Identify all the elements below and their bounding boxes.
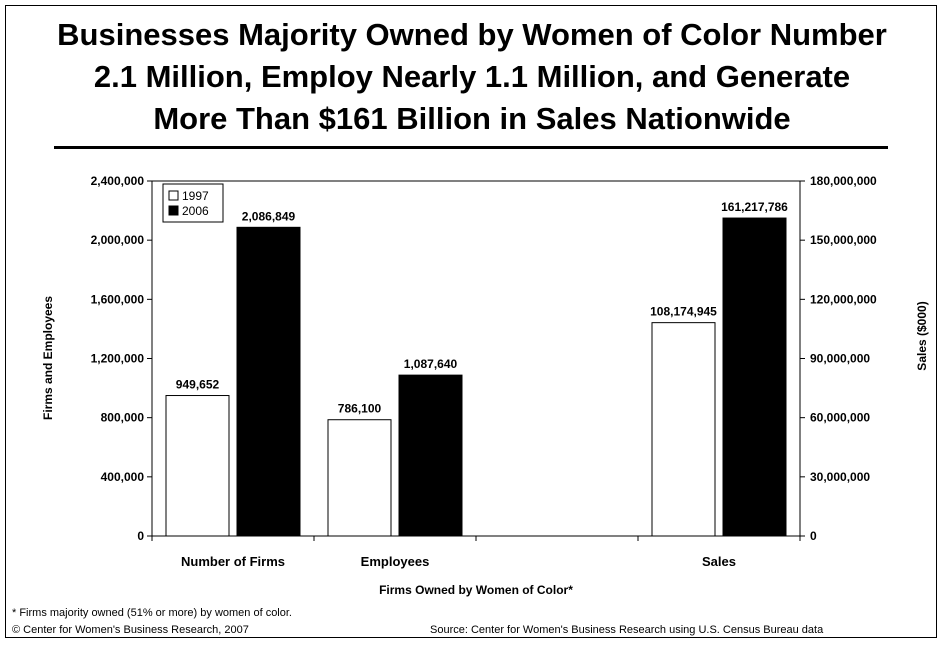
title-line-2: 2.1 Million, Employ Nearly 1.1 Million, … [93, 59, 851, 94]
y2-tick-label: 120,000,000 [810, 292, 877, 306]
bar-2006 [236, 226, 301, 537]
y-tick-label: 1,200,000 [91, 352, 145, 366]
source-note: Source: Center for Women's Business Rese… [430, 624, 824, 636]
title-line-3: More Than $161 Billion in Sales Nationwi… [153, 101, 791, 136]
bar-1997 [327, 419, 392, 537]
y2-tick-label: 0 [810, 529, 817, 543]
legend-box [162, 183, 224, 223]
data-label: 1,087,640 [404, 357, 458, 371]
y2-tick-label: 150,000,000 [810, 233, 877, 247]
y2-tick-label: 180,000,000 [810, 174, 877, 188]
chart-title: Businesses Majority Owned by Women of Co… [10, 14, 934, 140]
bar-2006 [398, 374, 463, 537]
legend-swatch-1997 [168, 190, 179, 201]
y-axis-right: 0 30,000,000 60,000,000 90,000,000 120,000,0… [800, 174, 877, 543]
legend-swatch-2006 [168, 205, 179, 216]
x-tick-label: Number of Firms [181, 554, 285, 569]
y-axis-left: 0 400,000 800,000 1,200,000 1,600,000 2,000,0… [91, 174, 152, 543]
bar-1997 [165, 395, 230, 537]
data-label: 949,652 [176, 378, 220, 392]
x-tick-label: Employees [361, 554, 430, 569]
legend-label-1997: 1997 [182, 189, 209, 203]
y-tick-label: 2,000,000 [91, 233, 145, 247]
data-label: 2,086,849 [242, 209, 296, 223]
y-tick-label: 400,000 [101, 470, 145, 484]
legend: 1997 2006 [162, 183, 224, 223]
y-tick-label: 1,600,000 [91, 292, 145, 306]
footnote: * Firms majority owned (51% or more) by … [12, 607, 292, 619]
data-label: 786,100 [338, 402, 382, 416]
y-tick-label: 0 [137, 529, 144, 543]
title-line-1: Businesses Majority Owned by Women of Co… [57, 17, 887, 52]
x-axis: Number of Firms Employees Sales [151, 536, 801, 569]
slide-frame [5, 5, 937, 638]
title-underline [54, 146, 888, 149]
y-tick-label: 2,400,000 [91, 174, 145, 188]
y2-axis-label: Sales ($000) [915, 301, 929, 370]
legend-label-2006: 2006 [182, 204, 209, 218]
y-axis-label: Firms and Employees [41, 296, 55, 420]
data-label: 108,174,945 [650, 305, 717, 319]
y-tick-label: 800,000 [101, 411, 145, 425]
data-label: 161,217,786 [721, 200, 788, 214]
y2-tick-label: 60,000,000 [810, 411, 870, 425]
bars: 949,652 2,086,849 786,100 1,087,640 108,174,… [165, 200, 788, 537]
copyright: © Center for Women's Business Research, … [12, 624, 249, 636]
x-axis-label: Firms Owned by Women of Color* [379, 583, 573, 597]
bar-2006 [722, 217, 787, 537]
bar-1997 [651, 322, 716, 537]
y2-tick-label: 30,000,000 [810, 470, 870, 484]
y2-tick-label: 90,000,000 [810, 352, 870, 366]
x-tick-label: Sales [702, 554, 736, 569]
